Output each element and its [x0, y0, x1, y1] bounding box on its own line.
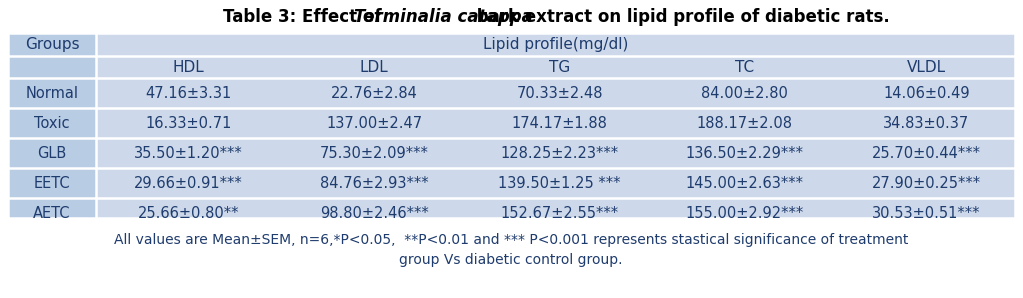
Text: EETC: EETC — [34, 176, 71, 190]
Text: 34.83±0.37: 34.83±0.37 — [883, 116, 970, 131]
Text: 29.66±0.91***: 29.66±0.91*** — [134, 176, 243, 190]
Text: VLDL: VLDL — [906, 60, 946, 74]
Text: group Vs diabetic control group.: group Vs diabetic control group. — [399, 253, 623, 267]
Text: HDL: HDL — [173, 60, 205, 74]
Text: 98.80±2.46***: 98.80±2.46*** — [320, 206, 429, 221]
Text: 137.00±2.47: 137.00±2.47 — [326, 116, 422, 131]
Text: 136.50±2.29***: 136.50±2.29*** — [685, 145, 804, 161]
Text: 16.33±0.71: 16.33±0.71 — [145, 116, 232, 131]
Text: Lipid profile(mg/dl): Lipid profile(mg/dl) — [483, 37, 628, 52]
Text: 25.66±0.80**: 25.66±0.80** — [138, 206, 239, 221]
Text: 75.30±2.09***: 75.30±2.09*** — [319, 145, 429, 161]
Text: LDL: LDL — [360, 60, 389, 74]
Text: All values are Mean±SEM, n=6,*P<0.05,  **P<0.01 and *** P<0.001 represents stast: All values are Mean±SEM, n=6,*P<0.05, **… — [114, 233, 908, 247]
Text: 25.70±0.44***: 25.70±0.44*** — [872, 145, 981, 161]
Text: TG: TG — [549, 60, 570, 74]
Text: 139.50±1.25 ***: 139.50±1.25 *** — [498, 176, 621, 190]
Text: Toxic: Toxic — [34, 116, 70, 131]
Text: 155.00±2.92***: 155.00±2.92*** — [685, 206, 804, 221]
Text: Groups: Groups — [25, 37, 80, 52]
Bar — [8, 33, 96, 218]
Text: 84.76±2.93***: 84.76±2.93*** — [320, 176, 429, 190]
Text: 14.06±0.49: 14.06±0.49 — [883, 86, 970, 100]
Text: TC: TC — [736, 60, 755, 74]
Text: 145.00±2.63***: 145.00±2.63*** — [685, 176, 804, 190]
Text: 47.16±3.31: 47.16±3.31 — [145, 86, 232, 100]
Text: 22.76±2.84: 22.76±2.84 — [330, 86, 417, 100]
Text: AETC: AETC — [34, 206, 71, 221]
Text: 30.53±0.51***: 30.53±0.51*** — [872, 206, 981, 221]
Text: 70.33±2.48: 70.33±2.48 — [517, 86, 603, 100]
Text: 128.25±2.23***: 128.25±2.23*** — [500, 145, 619, 161]
Text: 174.17±1.88: 174.17±1.88 — [512, 116, 608, 131]
Text: 84.00±2.80: 84.00±2.80 — [702, 86, 789, 100]
Text: bark extract on lipid profile of diabetic rats.: bark extract on lipid profile of diabeti… — [471, 8, 889, 26]
Text: 152.67±2.55***: 152.67±2.55*** — [500, 206, 619, 221]
Text: Normal: Normal — [26, 86, 79, 100]
Text: Terminalia catappa: Terminalia catappa — [354, 8, 533, 26]
Text: GLB: GLB — [38, 145, 66, 161]
Text: 188.17±2.08: 188.17±2.08 — [697, 116, 793, 131]
Text: 35.50±1.20***: 35.50±1.20*** — [134, 145, 243, 161]
Text: 27.90±0.25***: 27.90±0.25*** — [872, 176, 981, 190]
Bar — [8, 33, 1015, 218]
Text: Table 3: Effect of: Table 3: Effect of — [223, 8, 388, 26]
